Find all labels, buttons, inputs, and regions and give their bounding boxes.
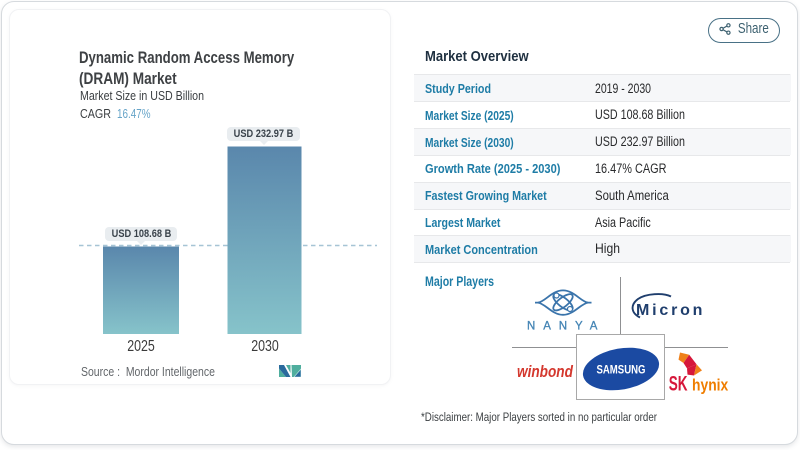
svg-text:SAMSUNG: SAMSUNG	[596, 364, 645, 377]
svg-text:SK: SK	[669, 372, 688, 394]
svg-text:hynix: hynix	[692, 377, 729, 394]
svg-text:NANYA: NANYA	[527, 321, 603, 333]
svg-text:Micron: Micron	[636, 302, 705, 319]
